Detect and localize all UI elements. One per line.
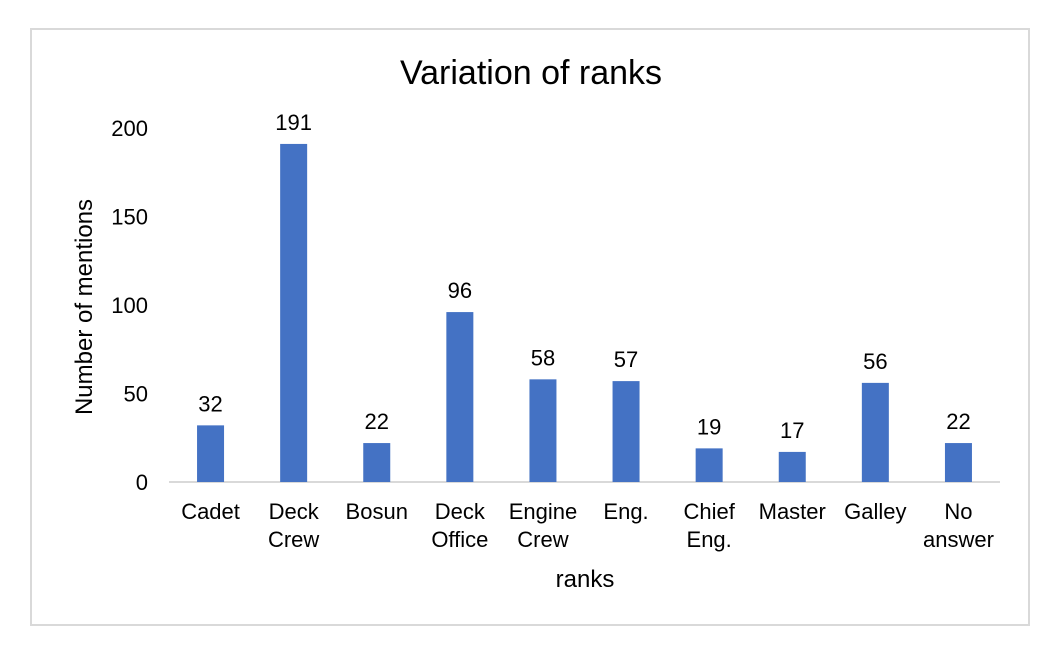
x-tick-label: Engine (509, 499, 578, 524)
bar (695, 448, 723, 482)
data-label: 19 (697, 414, 721, 439)
x-tick-label: Deck (269, 499, 320, 524)
x-tick-label: Galley (844, 499, 906, 524)
data-label: 32 (198, 391, 222, 416)
bar (280, 143, 308, 482)
x-tick-label: Crew (268, 527, 319, 552)
x-tick-label: Chief (683, 499, 735, 524)
y-tick-label: 50 (124, 382, 148, 407)
y-tick-label: 200 (111, 116, 148, 141)
x-tick-label: Cadet (181, 499, 240, 524)
bar (944, 443, 972, 482)
x-tick-label: Crew (517, 527, 568, 552)
bar (861, 382, 889, 482)
chart-frame (30, 28, 1030, 626)
y-axis-label: Number of mentions (71, 199, 98, 415)
bar (197, 425, 225, 482)
x-tick-label: Bosun (346, 499, 408, 524)
bar (446, 312, 474, 482)
y-tick-label: 100 (111, 293, 148, 318)
x-tick-label: Eng. (603, 499, 648, 524)
data-label: 17 (780, 418, 804, 443)
data-label: 191 (275, 110, 312, 135)
data-label: 56 (863, 349, 887, 374)
data-label: 57 (614, 347, 638, 372)
bar (529, 379, 557, 482)
data-label: 22 (946, 409, 970, 434)
x-tick-label: Eng. (687, 527, 732, 552)
data-label: 58 (531, 345, 555, 370)
y-tick-label: 0 (136, 470, 148, 495)
x-tick-label: Office (431, 527, 488, 552)
data-label: 96 (448, 278, 472, 303)
x-tick-label: answer (923, 527, 994, 552)
y-tick-label: 150 (111, 205, 148, 230)
chart-title: Variation of ranks (400, 54, 662, 92)
x-tick-label: Deck (435, 499, 486, 524)
bar (612, 381, 640, 482)
data-label: 22 (365, 409, 389, 434)
x-tick-label: Master (759, 499, 826, 524)
bar (363, 443, 391, 482)
x-tick-label: No (944, 499, 972, 524)
x-axis-label: ranks (556, 566, 615, 593)
bar (778, 451, 806, 482)
